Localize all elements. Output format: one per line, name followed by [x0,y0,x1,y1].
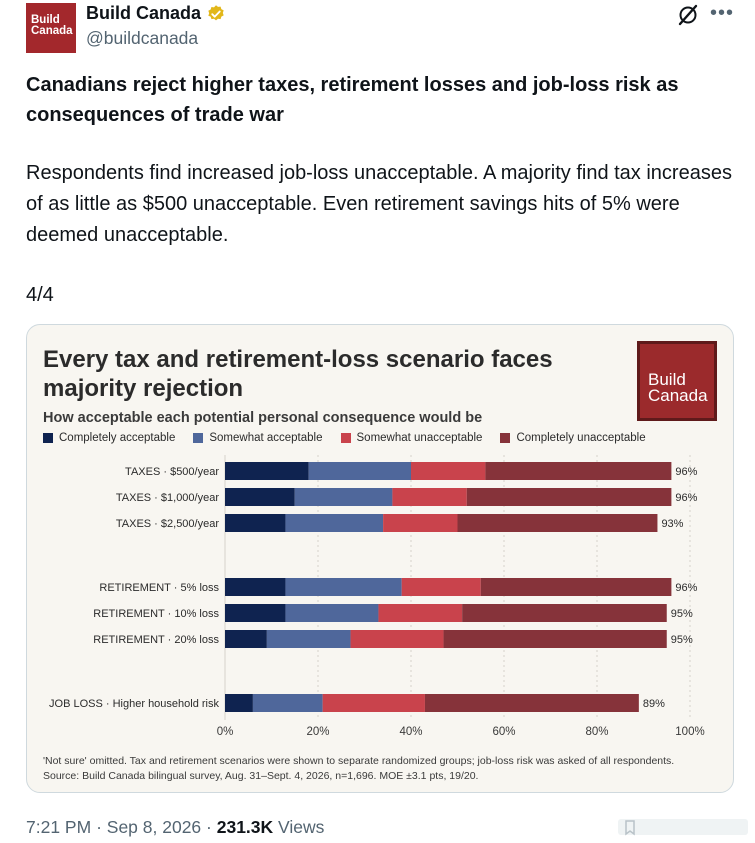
author-handle[interactable]: @buildcanada [86,28,199,48]
bar-segment [225,514,286,532]
avatar[interactable]: Build Canada [26,3,76,53]
more-icon[interactable]: ••• [710,2,735,24]
legend-swatch [340,433,351,443]
bar-segment [443,630,667,648]
legend-label: Completely unacceptable [516,432,646,444]
legend-item: Completely unacceptable [500,432,646,444]
bar-segment [350,630,444,648]
views-count: 231.3K [216,817,274,837]
legend-label: Completely acceptable [59,432,176,444]
post-time[interactable]: 7:21 PM [26,817,92,837]
bookmark-icon[interactable] [618,815,748,839]
legend-swatch [43,433,53,443]
avatar-text-line1: Build [31,14,60,26]
legend-swatch [500,433,511,443]
bar-segment [480,578,672,596]
total-label: 95% [671,634,693,646]
bar-segment [285,514,384,532]
legend-label: Somewhat unacceptable [356,432,483,444]
logo-text-line1: Build [648,370,686,389]
bar-segment [285,604,379,622]
chart-image-card[interactable]: Every tax and retirement-loss scenario f… [26,324,734,793]
bar-segment [225,488,295,506]
legend-item: Somewhat acceptable [193,432,323,444]
bar-segment [392,488,467,506]
total-label: 96% [675,492,697,504]
x-tick-label: 80% [585,726,608,738]
category-label: TAXES · $500/year [125,466,219,478]
bar-segment [466,488,672,506]
x-tick-label: 40% [399,726,422,738]
logo-text-line2: Canada [648,386,708,405]
total-label: 93% [661,518,683,530]
stacked-bar-chart: 0% 20% 40% 60% 80% 100% TAXES · $500/year 96% TA… [49,455,705,738]
chart-note-line1: 'Not sure' omitted. Tax and retirement s… [43,755,675,767]
bar-segment [485,462,672,480]
meta-separator: · [96,817,102,837]
views-label: Views [278,817,325,837]
post-meta: 7:21 PM · Sep 8, 2026 · 231.3K Views [26,817,324,838]
category-label: RETIREMENT · 20% loss [93,634,219,646]
legend-swatch [193,433,204,443]
category-label: TAXES · $2,500/year [116,518,219,530]
total-label: 95% [671,608,693,620]
bar-segment [322,694,425,712]
meta-separator: · [206,817,212,837]
bar-segment [252,694,323,712]
legend-label: Somewhat acceptable [209,432,323,444]
bar-segment [266,630,351,648]
total-label: 89% [643,698,665,710]
bar-segment [225,462,309,480]
build-canada-logo: Build Canada [637,341,717,421]
total-label: 96% [675,466,697,478]
x-tick-label: 60% [492,726,515,738]
grok-icon[interactable] [676,3,700,27]
author-name-text: Build Canada [86,3,202,23]
bar-segment [462,604,667,622]
post-date[interactable]: Sep 8, 2026 [106,817,202,837]
bar-segment [411,462,486,480]
bar-segment [225,630,267,648]
bar-segment [383,514,458,532]
bar-segment [308,462,411,480]
author-name[interactable]: Build Canada [86,3,226,24]
chart-title: Every tax and retirement-loss scenario f… [43,346,553,402]
post-count: 4/4 [26,284,54,306]
bar-segment [285,578,402,596]
bar-segment [294,488,393,506]
total-label: 96% [675,582,697,594]
x-tick-label: 0% [217,726,234,738]
bar-segment [457,514,658,532]
post-headline: Canadians reject higher taxes, retiremen… [26,74,679,126]
chart-legend: Completely acceptable Somewhat acceptabl… [43,432,646,444]
legend-item: Somewhat unacceptable [340,432,483,444]
chart-subtitle: How acceptable each potential personal c… [43,410,483,426]
bar-segment [378,604,463,622]
category-label: RETIREMENT · 5% loss [99,582,219,594]
legend-item: Completely acceptable [43,432,175,444]
bar-segment [225,578,286,596]
bar-segment [424,694,639,712]
category-label: RETIREMENT · 10% loss [93,608,219,620]
bar-segment [401,578,481,596]
avatar-text-line2: Canada [31,25,73,37]
category-label: TAXES · $1,000/year [116,492,219,504]
chart-source: Source: Build Canada bilingual survey, A… [43,770,479,782]
chart-note: 'Not sure' omitted. Tax and retirement s… [43,754,723,784]
bar-segment [225,604,286,622]
post-body: Respondents find increased job-loss unac… [26,162,732,246]
bar-segment [225,694,253,712]
category-label: JOB LOSS · Higher household risk [49,698,219,710]
verified-badge-icon [208,4,224,20]
x-tick-label: 100% [675,726,704,738]
x-tick-label: 20% [306,726,329,738]
